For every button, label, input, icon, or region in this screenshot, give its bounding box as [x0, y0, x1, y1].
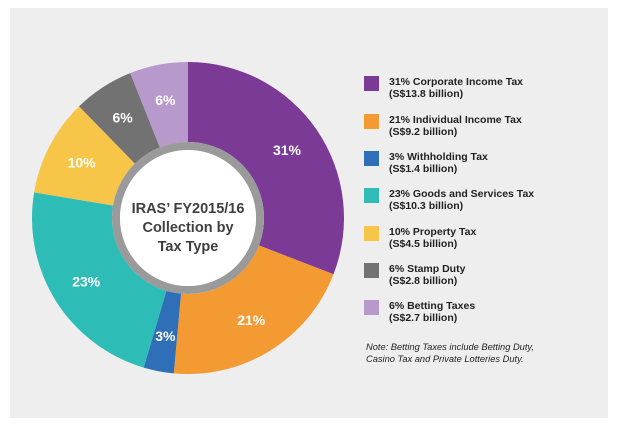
donut-slice	[34, 106, 135, 206]
slice-percent-label: 10%	[68, 154, 97, 170]
donut-slice	[130, 62, 188, 148]
legend-swatch-property	[364, 226, 379, 241]
legend-label: 3% Withholding Tax	[389, 151, 488, 163]
legend-label: 21% Individual Income Tax	[389, 114, 522, 126]
slice-percent-label: 23%	[72, 274, 101, 290]
legend-amount: (S$2.7 billion)	[389, 312, 458, 324]
legend-label: 6% Stamp Duty	[389, 263, 466, 275]
legend-item-individual-income-tax: 21% Individual Income Tax (S$9.2 billion…	[364, 114, 522, 138]
legend-amount: (S$10.3 billion)	[389, 200, 464, 212]
footnote-line-2: Casino Tax and Private Lotteries Duty.	[366, 354, 524, 364]
center-title-line-2: Collection by	[142, 220, 234, 236]
donut-slice	[188, 62, 344, 275]
legend-swatch-stamp	[364, 263, 379, 278]
donut-slice	[32, 192, 167, 368]
footnote: Note: Betting Taxes include Betting Duty…	[366, 341, 576, 365]
slice-percent-label: 3%	[155, 328, 176, 344]
legend-item-corporate-income-tax: 31% Corporate Income Tax (S$13.8 billion…	[364, 76, 523, 100]
footnote-line-1: Note: Betting Taxes include Betting Duty…	[366, 342, 534, 352]
legend-item-goods-and-services-tax: 23% Goods and Services Tax (S$10.3 billi…	[364, 188, 534, 212]
legend-swatch-betting	[364, 300, 379, 315]
donut-slice	[79, 73, 160, 164]
legend-swatch-withholding	[364, 151, 379, 166]
legend-label: 23% Goods and Services Tax	[389, 188, 535, 200]
center-title-line-3: Tax Type	[157, 239, 219, 255]
legend-amount: (S$9.2 billion)	[389, 126, 458, 138]
donut-slice	[173, 245, 334, 375]
legend-label: 6% Betting Taxes	[389, 300, 476, 312]
legend-item-stamp-duty: 6% Stamp Duty (S$2.8 billion)	[364, 263, 465, 287]
legend-label: 10% Property Tax	[389, 226, 477, 238]
legend-amount: (S$2.8 billion)	[389, 275, 458, 287]
donut-slice	[143, 290, 182, 374]
donut-inner-ring	[112, 142, 264, 294]
legend-amount: (S$1.4 billion)	[389, 163, 458, 175]
legend-swatch-corporate	[364, 76, 379, 91]
center-title-line-1: IRAS’ FY2015/16	[131, 201, 245, 217]
legend-amount: (S$4.5 billion)	[389, 238, 458, 250]
legend-swatch-individual	[364, 114, 379, 129]
slice-percent-label: 6%	[155, 92, 176, 108]
donut-center	[120, 150, 256, 286]
legend-amount: (S$13.8 billion)	[389, 88, 464, 100]
legend-item-property-tax: 10% Property Tax (S$4.5 billion)	[364, 226, 476, 250]
donut-center-title: IRAS’ FY2015/16 Collection by Tax Type	[118, 200, 258, 257]
slice-percent-label: 21%	[237, 312, 266, 328]
legend-item-betting-taxes: 6% Betting Taxes (S$2.7 billion)	[364, 300, 475, 324]
legend-swatch-gst	[364, 188, 379, 203]
legend-item-withholding-tax: 3% Withholding Tax (S$1.4 billion)	[364, 151, 488, 175]
slice-percent-label: 31%	[273, 142, 302, 158]
slice-percent-label: 6%	[112, 109, 133, 125]
legend-label: 31% Corporate Income Tax	[389, 76, 524, 88]
